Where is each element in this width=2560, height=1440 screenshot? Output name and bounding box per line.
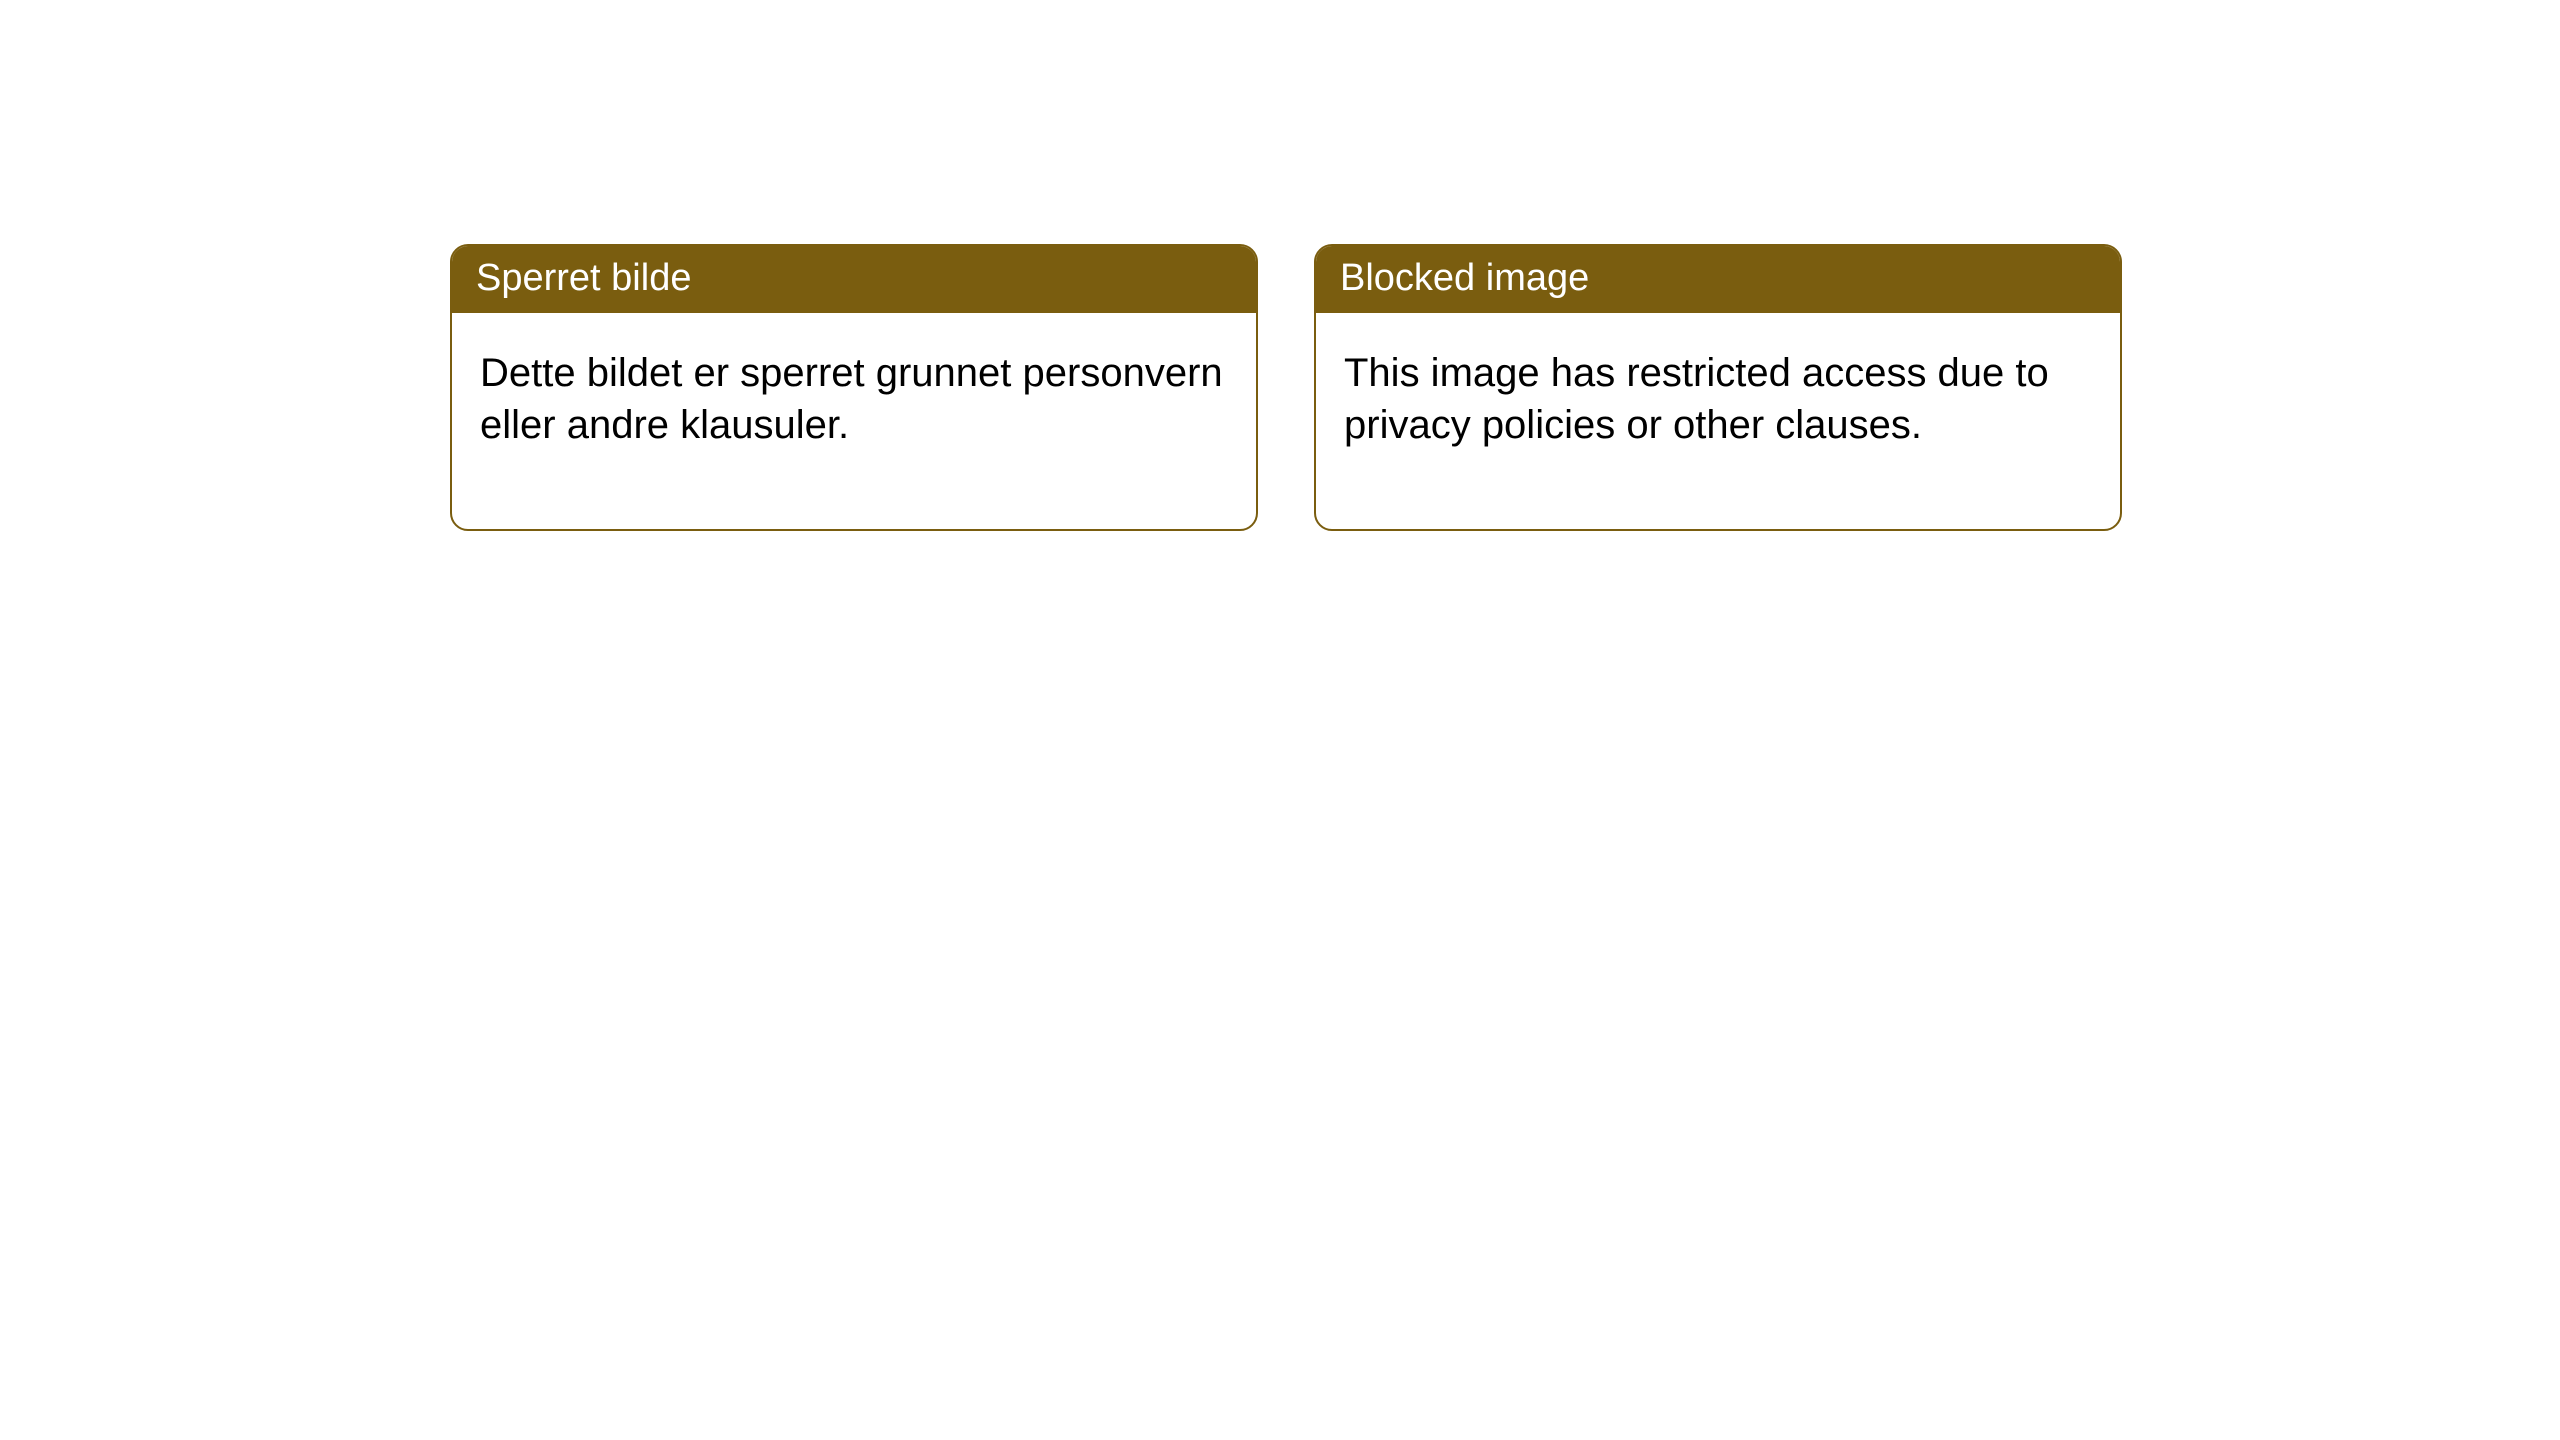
card-header-en: Blocked image bbox=[1316, 246, 2120, 313]
card-body-en: This image has restricted access due to … bbox=[1316, 313, 2120, 529]
notice-container: Sperret bilde Dette bildet er sperret gr… bbox=[0, 0, 2560, 531]
blocked-image-card-en: Blocked image This image has restricted … bbox=[1314, 244, 2122, 531]
blocked-image-card-no: Sperret bilde Dette bildet er sperret gr… bbox=[450, 244, 1258, 531]
card-header-no: Sperret bilde bbox=[452, 246, 1256, 313]
card-body-no: Dette bildet er sperret grunnet personve… bbox=[452, 313, 1256, 529]
